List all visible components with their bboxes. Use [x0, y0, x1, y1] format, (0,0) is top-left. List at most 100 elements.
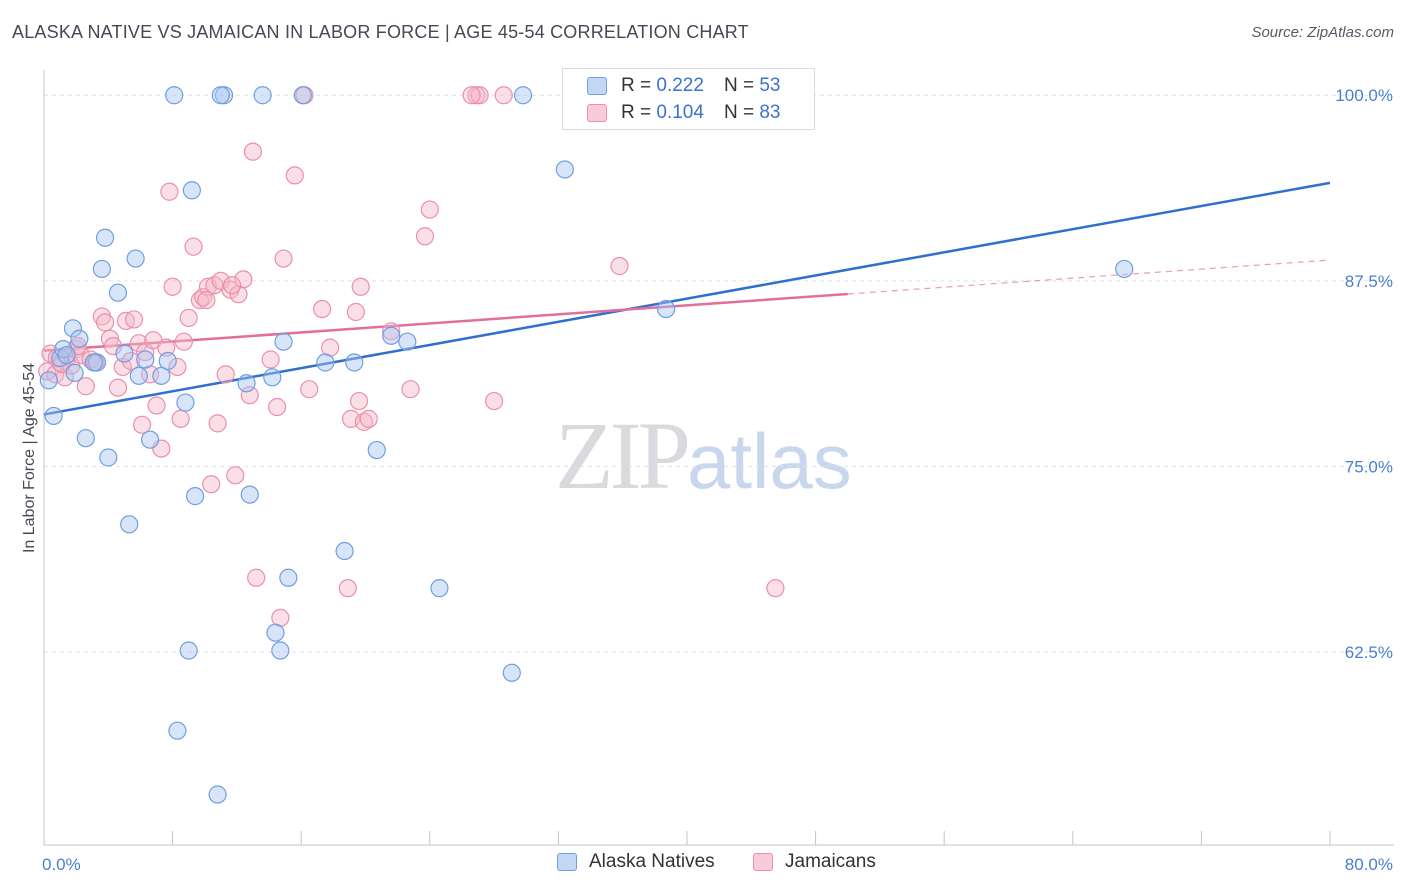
legend-row-alaska: R = 0.222 N = 53 — [587, 73, 780, 99]
y-tick-label: 75.0% — [1345, 457, 1393, 476]
alaska-native-point — [99, 448, 118, 467]
legend-n-label: N = — [723, 75, 755, 96]
legend-label-alaska-natives: Alaska Natives — [589, 851, 715, 872]
jamaican-point — [359, 409, 378, 428]
jamaican-point — [312, 299, 332, 319]
jamaican-point — [76, 377, 95, 396]
jamaican-point — [338, 579, 357, 598]
legend-swatch-pink — [587, 104, 607, 122]
alaska-native-point — [382, 326, 401, 345]
jamaican-point — [121, 351, 140, 371]
alaska-native-point — [44, 406, 63, 426]
alaska-native-point — [263, 368, 282, 387]
jamaican-point — [354, 412, 373, 431]
jamaican-point — [243, 142, 263, 161]
jamaican-point — [351, 277, 370, 296]
correlation-legend: R = 0.222 N = 53 R = 0.104 N = 83 — [562, 68, 815, 130]
alaska-native-point — [211, 86, 230, 105]
alaska-native-point — [140, 430, 160, 449]
alaska-native-trend-line — [43, 181, 1331, 416]
alaska-native-point — [186, 487, 205, 506]
axes — [43, 70, 1394, 846]
legend-n-value: 53 — [759, 75, 781, 96]
legend-r-value: 0.104 — [656, 102, 704, 123]
alaska-native-point — [126, 249, 145, 268]
jamaican-point — [194, 288, 213, 307]
series-legend: Alaska Natives Jamaicans — [0, 851, 1406, 877]
tick-labels: 62.5% 75.0% 87.5% 100.0% 0.0% 80.0% — [42, 86, 1393, 874]
jamaican-point — [261, 350, 280, 369]
alaska-native-point — [179, 641, 198, 660]
jamaican-point — [349, 391, 369, 411]
alaska-native-point — [95, 228, 115, 247]
alaska-native-point — [176, 393, 195, 412]
jamaican-point — [168, 357, 187, 377]
alaska-native-point — [39, 371, 58, 390]
jamaican-point — [494, 86, 513, 105]
alaska-native-point — [240, 485, 259, 504]
alaska-native-point — [293, 86, 312, 105]
jamaican-point — [67, 340, 86, 359]
jamaican-point — [108, 378, 128, 397]
jamaican-point — [274, 249, 293, 268]
jamaican-point — [382, 322, 401, 341]
alaska-native-point — [129, 366, 148, 385]
jamaican-point — [300, 380, 319, 399]
jamaican-point — [222, 276, 242, 295]
alaska-native-point — [70, 329, 89, 348]
alaska-native-point — [168, 721, 187, 740]
jamaican-point — [171, 409, 190, 428]
x-tick-label: 80.0% — [1345, 855, 1393, 874]
alaska-native-point — [335, 541, 354, 561]
alaska-native-point — [92, 259, 111, 279]
legend-swatch-blue — [557, 853, 577, 871]
alaska-native-point — [165, 86, 184, 105]
alaska-native-point — [316, 353, 335, 372]
alaska-native-point — [513, 86, 533, 105]
alaska-native-point — [430, 579, 449, 598]
jamaican-point — [190, 291, 210, 310]
jamaican-point — [157, 338, 176, 357]
chart-title: ALASKA NATIVE VS JAMAICAN IN LABOR FORCE… — [12, 22, 749, 42]
legend-label-jamaicans: Jamaicans — [785, 851, 876, 872]
jamaican-point — [95, 313, 115, 332]
alaska-native-point — [1115, 259, 1134, 279]
alaska-native-point — [115, 344, 134, 363]
legend-n-value: 83 — [759, 102, 781, 123]
jamaican-trend-line-extension — [847, 259, 1331, 295]
alaska-native-point — [158, 351, 177, 371]
jamaican-point — [208, 414, 227, 433]
jamaican-point — [160, 182, 179, 201]
legend-r-label: R = — [621, 102, 652, 123]
alaska-native-point — [253, 86, 272, 105]
alaska-native-point — [65, 363, 84, 382]
y-tick-label: 87.5% — [1345, 272, 1393, 291]
jamaican-point — [179, 308, 198, 328]
alaska-native-point — [274, 332, 293, 351]
legend-n-label: N = — [723, 102, 755, 123]
alaska-native-point — [57, 345, 76, 365]
alaska-native-point — [136, 350, 155, 369]
alaska-native-point — [63, 319, 83, 338]
alaska-native-point — [266, 623, 285, 642]
alaska-native-point — [108, 283, 128, 302]
legend-swatch-pink — [753, 853, 773, 871]
jamaican-point — [174, 332, 193, 351]
legend-r-value: 0.222 — [656, 75, 704, 96]
alaska-native-point — [84, 353, 103, 372]
alaska-native-point — [237, 374, 256, 393]
jamaican-point — [226, 466, 245, 485]
jamaican-point — [129, 334, 148, 353]
legend-row-jamaicans: R = 0.104 N = 83 — [587, 100, 780, 126]
jamaican-point — [766, 579, 785, 598]
jamaican-point — [610, 256, 629, 276]
legend-item-alaska-natives: Alaska Natives — [557, 851, 715, 873]
alaska-native-point — [120, 515, 139, 534]
legend-item-jamaicans: Jamaicans — [753, 851, 876, 873]
watermark-atlas: atlas — [687, 417, 852, 505]
jamaican-point — [163, 277, 182, 296]
y-tick-label: 62.5% — [1345, 643, 1393, 662]
jamaican-point — [346, 302, 365, 322]
alaska-native-point — [182, 181, 201, 200]
watermark-zip: ZIP — [555, 402, 691, 509]
